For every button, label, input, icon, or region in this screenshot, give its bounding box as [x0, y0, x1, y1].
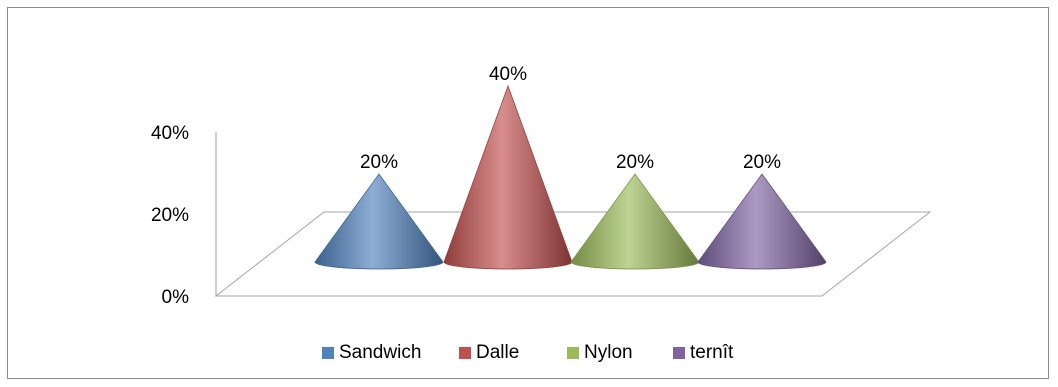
cone-series: [314, 84, 827, 270]
legend-swatch: [567, 347, 579, 359]
legend-label: ternît: [690, 342, 734, 363]
data-labels: 20% 40% 20% 20%: [360, 64, 781, 173]
legend-label: Sandwich: [339, 342, 421, 363]
legend-label: Dalle: [476, 342, 519, 363]
data-label: 40%: [489, 64, 527, 85]
legend-swatch: [322, 347, 334, 359]
legend-swatch: [673, 347, 685, 359]
data-label: 20%: [360, 152, 398, 173]
value-axis: 0% 20% 40%: [151, 123, 217, 308]
data-label: 20%: [616, 152, 654, 173]
legend-item: Dalle: [459, 342, 519, 363]
cone-dalle: [443, 84, 573, 270]
cone-sandwich: [314, 173, 444, 270]
legend-item: ternît: [673, 342, 734, 363]
legend-label: Nylon: [584, 342, 633, 363]
cone-tern-t: [697, 173, 827, 270]
legend-swatch: [459, 347, 471, 359]
cone-nylon: [570, 173, 700, 270]
data-label: 20%: [743, 152, 781, 173]
y-tick-label: 20%: [151, 205, 189, 226]
legend-item: Nylon: [567, 342, 633, 363]
y-tick-label: 0%: [162, 287, 190, 308]
legend-item: Sandwich: [322, 342, 421, 363]
legend: Sandwich Dalle Nylon ternît: [322, 342, 734, 363]
y-tick-label: 40%: [151, 123, 189, 144]
